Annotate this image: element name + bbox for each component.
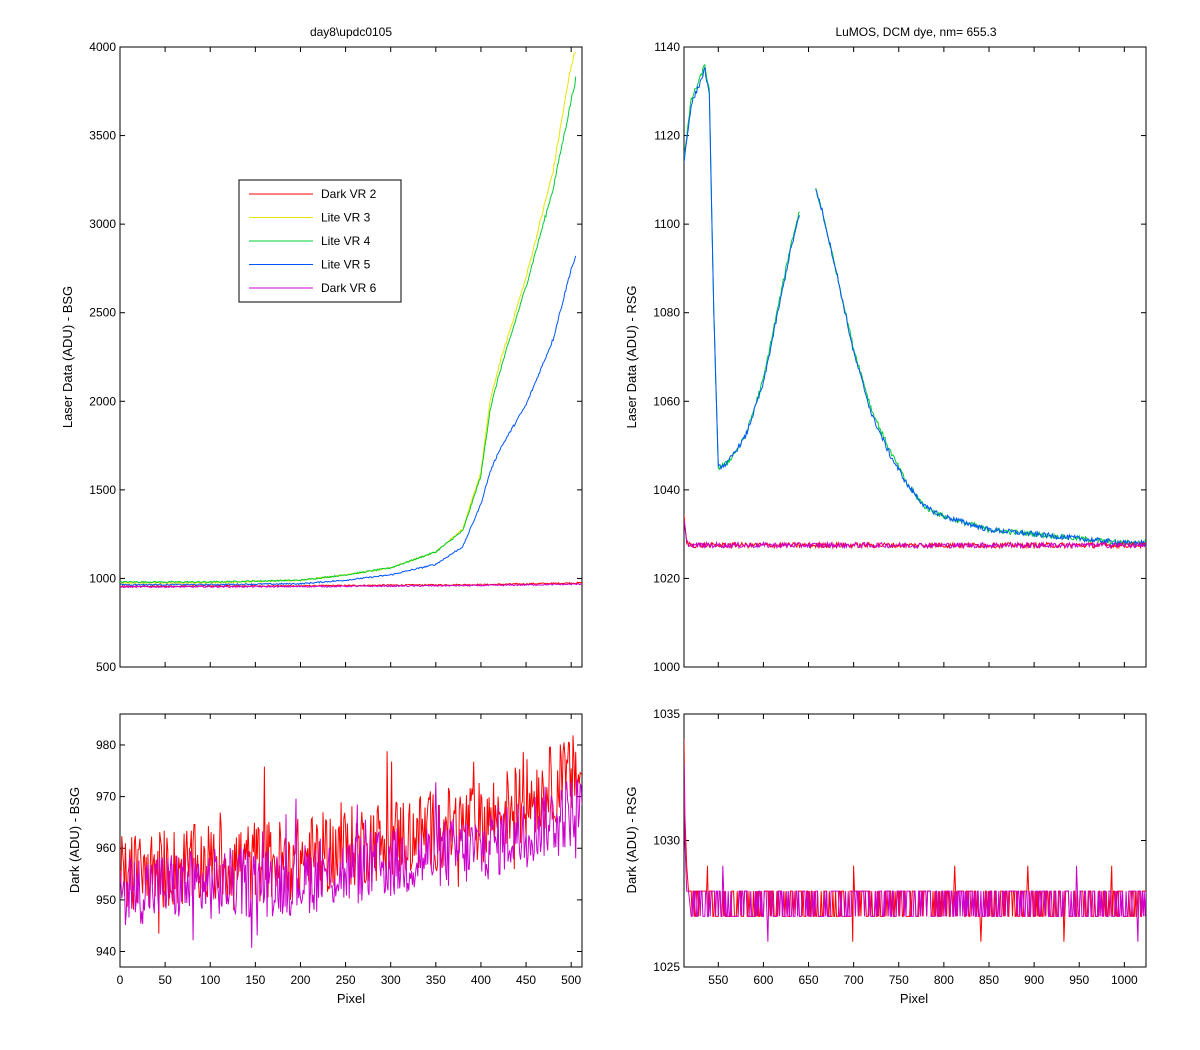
panel-bottom-right: Pixel Dark (ADU) - RSG [624,787,928,1006]
x-tick-label: 650 [799,973,819,987]
series-line-dark-vr-6 [120,583,582,589]
legend-label: Dark VR 2 [321,187,377,201]
x-axis-label: Pixel [900,991,928,1006]
y-axis-label: Dark (ADU) - BSG [67,787,82,893]
series-line [684,67,800,471]
axes-box [683,713,1147,968]
x-tick-label: 300 [381,973,401,987]
plot-area-bottom-right: 1025 1030 1035 550 600 650 700 750 800 850 900 950 1… [653,707,1147,987]
series-line [684,764,1146,942]
panel-top-left: day8\updc0105 Laser Data (ADU) - BSG [60,25,392,428]
y-tick-label: 1030 [653,834,680,848]
y-tick-label: 1020 [653,571,680,585]
y-axis-label: Laser Data (ADU) - BSG [60,286,75,428]
series-line [815,187,1146,547]
y-tick-label: 1060 [653,394,680,408]
legend-label: Lite VR 5 [321,258,371,272]
axes-box [119,713,583,968]
series-line [120,735,582,934]
x-tick-label: 950 [1069,973,1089,987]
chart-title: LuMOS, DCM dye, nm= 655.3 [835,25,996,39]
y-tick-label: 1500 [89,483,116,497]
y-tick-label: 1000 [89,571,116,585]
chart-title: day8\updc0105 [310,25,392,39]
y-tick-label: 1035 [653,707,680,721]
y-tick-label: 960 [96,841,116,855]
x-tick-label: 750 [889,973,909,987]
y-tick-label: 2000 [89,394,116,408]
x-tick-label: 100 [200,973,220,987]
series-line [815,189,1146,547]
x-tick-label: 150 [245,973,265,987]
x-tick-label: 850 [979,973,999,987]
y-axis-label: Dark (ADU) - RSG [624,787,639,894]
x-tick-label: 700 [844,973,864,987]
x-tick-label: 900 [1024,973,1044,987]
legend-label: Dark VR 6 [321,281,377,295]
y-axis-label: Laser Data (ADU) - RSG [624,285,639,428]
x-tick-label: 500 [561,973,581,987]
x-tick-label: 350 [426,973,446,987]
y-tick-label: 950 [96,893,116,907]
y-tick-label: 1080 [653,306,680,320]
series-line [684,520,1146,550]
panel-bottom-left: Pixel Dark (ADU) - BSG [67,787,365,1006]
panel-top-right: LuMOS, DCM dye, nm= 655.3 Laser Data (AD… [624,25,997,429]
y-tick-label: 500 [96,660,116,674]
plot-area-top-left: 500 1000 1500 2000 2500 3000 3500 4000 Dark VR 2… [89,40,583,674]
y-tick-label: 970 [96,790,116,804]
series-line-lite-vr-4 [120,76,577,584]
x-tick-label: 0 [117,973,124,987]
x-tick-label: 400 [471,973,491,987]
axes-box [683,46,1147,668]
x-tick-label: 1000 [1111,973,1138,987]
y-tick-label: 1040 [653,483,680,497]
series-line-lite-vr-5 [120,255,577,587]
x-tick-label: 550 [708,973,728,987]
y-tick-label: 1120 [654,129,680,143]
y-tick-label: 940 [96,945,116,959]
x-tick-label: 200 [290,973,310,987]
y-tick-label: 1100 [654,217,680,231]
y-tick-label: 4000 [89,40,116,54]
y-tick-label: 1000 [653,660,680,674]
legend: Dark VR 2 Lite VR 3 Lite VR 4 Lite VR 5 Dark… [238,179,402,303]
series-line [120,778,582,948]
y-tick-label: 3500 [89,129,116,143]
x-tick-label: 450 [516,973,536,987]
y-tick-label: 1140 [654,40,680,54]
legend-label: Lite VR 4 [321,234,371,248]
y-tick-label: 2500 [89,306,116,320]
legend-label: Lite VR 3 [321,211,371,225]
plot-area-top-right: 1000 1020 1040 1060 1080 1100 1120 1140 [653,40,1147,674]
y-tick-label: 980 [96,738,116,752]
y-tick-label: 1025 [653,960,680,974]
plot-area-bottom-left: 940 950 960 970 980 0 50 100 150 200 250 300 350 400 4… [96,713,583,987]
x-tick-label: 250 [336,973,356,987]
x-tick-label: 800 [934,973,954,987]
x-axis-label: Pixel [337,991,365,1006]
x-tick-label: 50 [158,973,172,987]
y-tick-label: 3000 [89,217,116,231]
x-tick-label: 600 [753,973,773,987]
